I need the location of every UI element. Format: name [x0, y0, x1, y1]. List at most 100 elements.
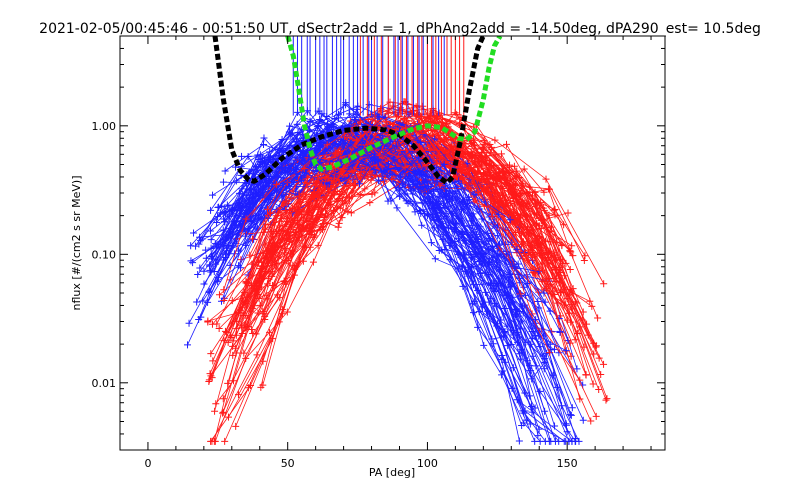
red-point	[590, 350, 598, 358]
blue-point	[213, 218, 221, 226]
blue-point	[513, 245, 521, 253]
blue-point	[298, 176, 306, 184]
red-point	[542, 175, 550, 183]
red-point	[317, 223, 325, 231]
y-tick-label: 1.00	[92, 120, 117, 133]
blue-point	[418, 221, 426, 229]
blue-point	[185, 319, 193, 327]
blue-point	[541, 407, 549, 415]
red-point	[502, 201, 510, 209]
blue-point	[475, 308, 483, 316]
red-point	[221, 437, 229, 445]
blue-point	[219, 178, 227, 186]
red-point	[267, 245, 275, 253]
red-point	[209, 357, 217, 365]
red-trace	[241, 135, 551, 353]
red-point	[208, 374, 216, 382]
blue-point	[196, 264, 204, 272]
blue-point	[441, 170, 449, 178]
x-tick-label: 100	[417, 457, 438, 470]
blue-point	[302, 169, 310, 177]
blue-point	[572, 434, 580, 442]
red-point	[314, 202, 322, 210]
red-trace	[232, 112, 556, 302]
blue-point	[393, 204, 401, 212]
blue-trace	[229, 114, 577, 439]
blue-point	[340, 137, 348, 145]
blue-point	[532, 316, 540, 324]
blue-point	[531, 331, 539, 339]
blue-point	[392, 142, 400, 150]
blue-point	[500, 333, 508, 341]
blue-point	[427, 239, 435, 247]
red-point	[481, 140, 489, 148]
red-point	[524, 229, 532, 237]
red-point	[546, 349, 554, 357]
red-point	[314, 241, 322, 249]
blue-point	[498, 367, 506, 375]
blue-point	[260, 134, 268, 142]
red-trace	[265, 133, 563, 246]
red-point	[520, 199, 528, 207]
blue-point	[445, 242, 453, 250]
blue-point	[220, 215, 228, 223]
red-point	[461, 140, 469, 148]
red-point	[496, 173, 504, 181]
blue-point	[256, 151, 264, 159]
red-point	[510, 220, 518, 228]
blue-point	[436, 218, 444, 226]
blue-point	[202, 254, 210, 262]
blue-point	[545, 437, 553, 445]
red-point	[549, 287, 557, 295]
red-point	[401, 114, 409, 122]
blue-point	[372, 111, 380, 119]
blue-point	[433, 201, 441, 209]
blue-point	[347, 138, 355, 146]
red-point	[485, 192, 493, 200]
red-point	[248, 235, 256, 243]
blue-point	[236, 264, 244, 272]
blue-point	[458, 206, 466, 214]
red-point	[581, 252, 589, 260]
red-point	[595, 386, 603, 394]
vertical-lines	[292, 36, 465, 116]
red-point	[302, 243, 310, 251]
red-point	[576, 395, 584, 403]
blue-point	[187, 242, 195, 250]
blue-point	[490, 285, 498, 293]
x-tick-label: 0	[144, 457, 151, 470]
red-point	[254, 290, 262, 298]
blue-point	[232, 177, 240, 185]
red-point	[457, 166, 465, 174]
red-point	[334, 223, 342, 231]
red-point	[268, 268, 276, 276]
red-point	[350, 167, 358, 175]
blue-point	[540, 289, 548, 297]
red-point	[324, 174, 332, 182]
red-point	[356, 191, 364, 199]
y-axis-label: nflux [#/(cm2 s sr MeV)]	[70, 176, 83, 311]
blue-point	[485, 213, 493, 221]
red-point	[253, 351, 261, 359]
blue-point	[327, 122, 335, 130]
red-point	[332, 149, 340, 157]
red-point	[220, 296, 228, 304]
red-point	[303, 180, 311, 188]
blue-point	[225, 228, 233, 236]
red-point	[213, 320, 221, 328]
red-point	[238, 329, 246, 337]
red-point	[215, 325, 223, 333]
blue-point	[526, 420, 534, 428]
blue-point	[546, 340, 554, 348]
blue-point	[429, 210, 437, 218]
blue-point	[562, 347, 570, 355]
red-point	[330, 190, 338, 198]
red-point	[566, 247, 574, 255]
red-point	[237, 321, 245, 329]
red-point	[259, 381, 267, 389]
red-point	[256, 301, 264, 309]
blue-point	[536, 437, 544, 445]
red-point	[372, 117, 380, 125]
blue-point	[442, 210, 450, 218]
red-point	[409, 107, 417, 115]
